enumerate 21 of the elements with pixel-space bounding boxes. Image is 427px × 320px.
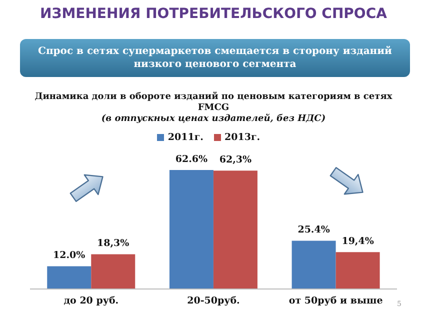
legend-label: 2013г. — [224, 132, 260, 143]
data-label: 25.4% — [298, 224, 330, 236]
x-tick-label: 20-50руб. — [187, 296, 240, 307]
text: Динамика доли в обороте изданий по ценовым категориям в сетях FMCG — [34, 92, 394, 114]
bar — [169, 170, 214, 289]
bar — [213, 170, 258, 289]
x-tick-label: от 50руб и выше — [288, 296, 383, 307]
bar — [91, 254, 136, 289]
data-label: 62,3% — [219, 154, 252, 166]
legend-label: 2011г. — [168, 132, 204, 143]
chart-subtitle: Спрос в сетях супермаркетов смещается в сторону изданий низкого ценового сегмента — [20, 39, 410, 77]
x-tick-label: до 20 руб. — [64, 296, 119, 307]
bar — [292, 240, 336, 289]
text: (в отпускных ценах издателей, без НДС) — [100, 114, 327, 125]
bar — [336, 252, 380, 289]
data-label: 18,3% — [97, 238, 130, 250]
chart-title: ИЗМЕНЕНИЯ ПОТРЕБИТЕЛЬСКОГО СПРОСА — [39, 6, 388, 22]
bar — [47, 266, 92, 289]
data-label: 12.0% — [53, 250, 86, 262]
data-label: 62.6% — [175, 154, 208, 165]
data-label: 19,4% — [342, 236, 374, 248]
